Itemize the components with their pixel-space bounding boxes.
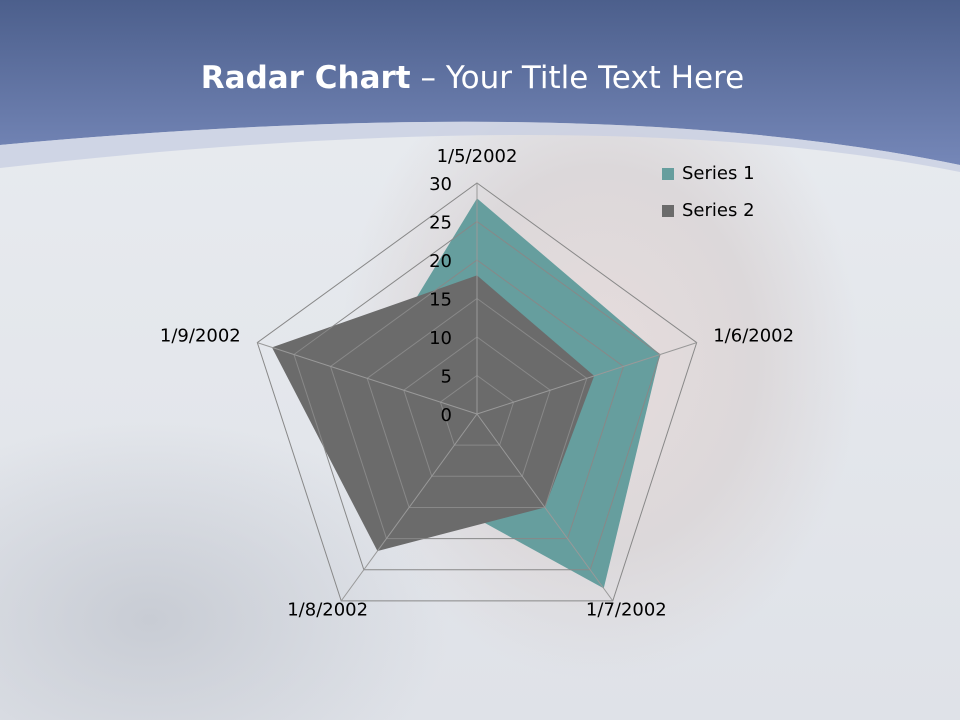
category-label: 1/8/2002 [287, 600, 368, 621]
category-label: 1/7/2002 [586, 600, 667, 621]
spoke-axis [476, 342, 697, 415]
tick-label: 25 [429, 213, 452, 234]
legend-series-1: Series 1 [662, 163, 755, 184]
grid-ring [256, 182, 698, 602]
grid-ring [329, 259, 625, 540]
grid-ring [293, 220, 661, 571]
tick-label: 30 [429, 174, 452, 195]
category-label: 1/5/2002 [437, 146, 518, 167]
slide-title: Radar Chart – Your Title Text Here [200, 60, 745, 96]
tick-label: 15 [429, 290, 452, 311]
legend-series-2: Series 2 [662, 200, 755, 221]
tick-label: 0 [441, 405, 452, 426]
spoke-axis [340, 413, 478, 602]
header-band [0, 0, 960, 172]
spoke-axis [257, 342, 478, 415]
tick-label: 20 [429, 251, 452, 272]
series-2-area [271, 275, 595, 552]
tick-label: 10 [429, 328, 452, 349]
grid-ring [366, 297, 588, 508]
category-label: 1/6/2002 [713, 325, 794, 346]
grid-ring [403, 336, 551, 477]
tick-label: 5 [441, 367, 452, 388]
legend-swatch-series-1 [662, 167, 674, 180]
grid-ring [439, 374, 515, 446]
category-label: 1/9/2002 [160, 325, 241, 346]
spoke-axis [476, 413, 614, 602]
legend-swatch-series-2 [662, 204, 674, 217]
